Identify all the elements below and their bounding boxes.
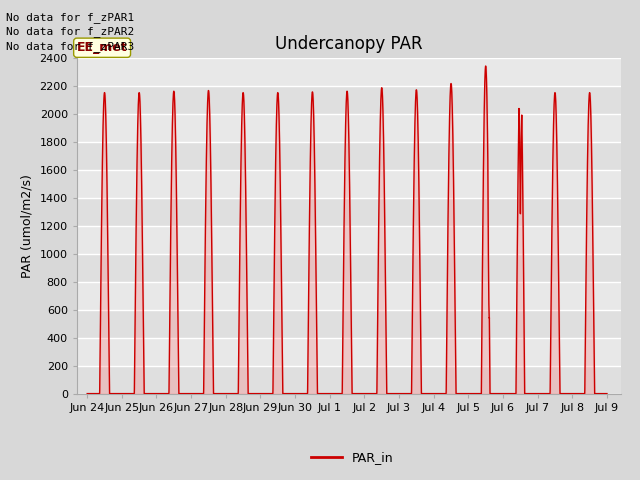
Legend: PAR_in: PAR_in	[305, 446, 399, 469]
Title: Undercanopy PAR: Undercanopy PAR	[275, 35, 422, 53]
Text: No data for f_zPAR1: No data for f_zPAR1	[6, 12, 134, 23]
Text: No data for f_zPAR3: No data for f_zPAR3	[6, 41, 134, 52]
Text: No data for f_zPAR2: No data for f_zPAR2	[6, 26, 134, 37]
Bar	[77, 198, 621, 226]
Y-axis label: PAR (umol/m2/s): PAR (umol/m2/s)	[21, 174, 34, 277]
Bar	[77, 253, 621, 282]
Bar	[77, 366, 621, 394]
Bar	[77, 142, 621, 169]
Bar	[77, 85, 621, 114]
Bar	[77, 310, 621, 337]
Text: EE_met: EE_met	[77, 41, 127, 54]
